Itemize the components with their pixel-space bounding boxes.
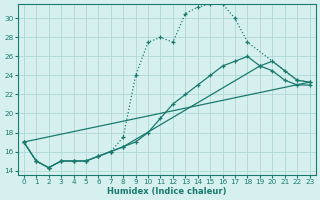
- X-axis label: Humidex (Indice chaleur): Humidex (Indice chaleur): [107, 187, 227, 196]
